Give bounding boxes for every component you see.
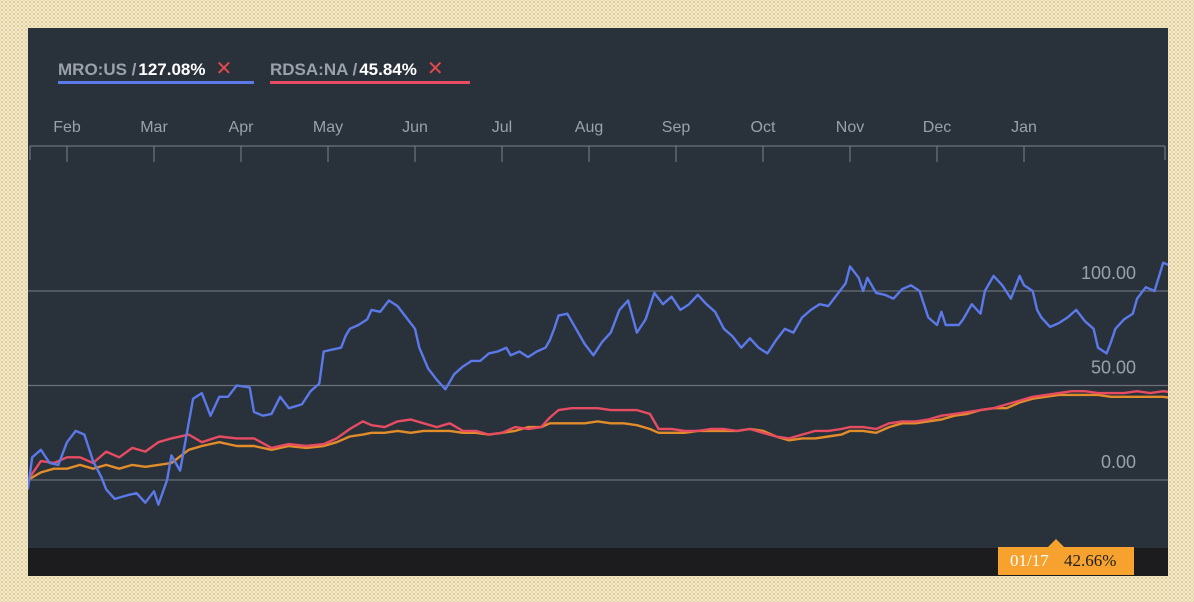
legend-symbol: RDSA:NA / — [270, 60, 358, 79]
legend-symbol: MRO:US / — [58, 60, 137, 79]
legend-value: 127.08% — [138, 60, 206, 79]
y-tick-label: 50.00 — [1091, 358, 1136, 378]
series-line-rdsana — [28, 390, 1168, 481]
legend-value: 45.84% — [359, 60, 417, 79]
x-tick-label: Apr — [229, 119, 255, 136]
y-tick-label: 0.00 — [1101, 452, 1136, 472]
series-line-mrous — [28, 261, 1168, 506]
crosshair-tooltip: 01/17 42.66% — [998, 539, 1134, 575]
x-tick-label: Jan — [1011, 119, 1037, 136]
close-icon[interactable]: ✕ — [426, 58, 444, 80]
y-tick-label: 100.00 — [1081, 263, 1136, 283]
x-tick-label: Mar — [140, 119, 168, 136]
x-tick-label: Sep — [662, 119, 691, 136]
legend-underline — [270, 81, 470, 84]
series-line-benchmark — [28, 393, 1168, 482]
legend-underline — [58, 81, 254, 84]
x-tick-label: Jul — [492, 119, 512, 136]
close-icon[interactable]: ✕ — [215, 58, 233, 80]
line-chart[interactable]: Feb Mar Apr May Jun Jul Aug Sep Oct Nov Dec Jan 100.… — [28, 28, 1168, 548]
x-tick-label: Aug — [575, 119, 603, 136]
x-tick-label: Nov — [836, 119, 864, 136]
tooltip-value: 42.66% — [1064, 551, 1117, 570]
tooltip-date: 01/17 — [1010, 551, 1049, 570]
chart-panel: MRO:US /127.08% ✕ RDSA:NA /45.84% ✕ Feb Mar… — [28, 28, 1168, 576]
x-tick-label: Feb — [53, 119, 81, 136]
x-tick-label: May — [313, 119, 343, 136]
tooltip-arrow-icon — [1048, 539, 1064, 547]
legend-item-rdsa[interactable]: RDSA:NA /45.84% ✕ — [270, 58, 470, 84]
x-tick-label: Oct — [751, 119, 776, 136]
chart-footer-bar — [28, 548, 1168, 576]
x-tick-label: Dec — [923, 119, 951, 136]
x-tick-label: Jun — [402, 119, 428, 136]
legend-item-mro[interactable]: MRO:US /127.08% ✕ — [58, 58, 254, 84]
